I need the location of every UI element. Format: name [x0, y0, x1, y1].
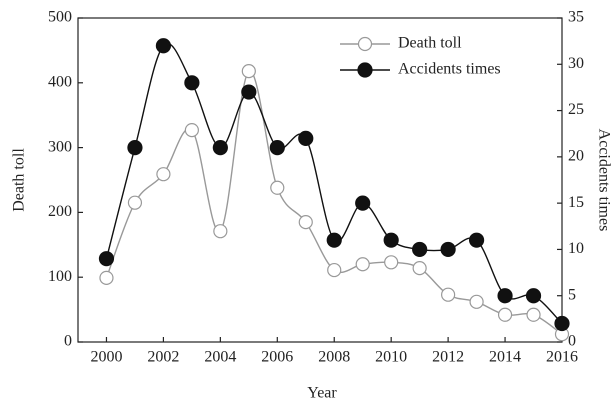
- y2-tick-label: 5: [568, 286, 576, 303]
- y-tick-label: 500: [48, 9, 72, 26]
- y2-tick-label: 30: [568, 55, 584, 72]
- legend-marker: [357, 62, 373, 78]
- point: [554, 315, 570, 332]
- point: [212, 140, 228, 156]
- point: [441, 287, 456, 302]
- point: [383, 232, 399, 248]
- point: [213, 224, 228, 239]
- x-tick-label: 2004: [204, 349, 236, 366]
- legend-marker: [357, 36, 373, 52]
- point: [298, 130, 314, 146]
- y2-tick-label: 35: [568, 9, 584, 26]
- point: [184, 123, 199, 138]
- point: [497, 307, 513, 322]
- point: [526, 307, 541, 322]
- point: [269, 140, 285, 156]
- y-tick-label: 0: [64, 333, 72, 350]
- y2-tick-label: 15: [568, 194, 584, 211]
- point: [184, 75, 200, 91]
- y2-axis-label: Accidents times: [595, 129, 612, 232]
- x-axis-label: Year: [307, 385, 337, 402]
- point: [412, 261, 427, 276]
- y-axis-label: Death toll: [11, 148, 28, 212]
- x-tick-label: 2000: [90, 349, 122, 366]
- point: [98, 251, 115, 267]
- x-tick-label: 2012: [432, 349, 464, 366]
- y-tick-label: 400: [48, 73, 72, 90]
- x-tick-label: 2016: [546, 349, 578, 366]
- point: [412, 241, 428, 258]
- y-tick-label: 200: [48, 203, 72, 220]
- y-tick-label: 100: [48, 268, 72, 285]
- legend-label: Accidents times: [398, 61, 501, 78]
- point: [327, 262, 342, 278]
- series-line: [105, 42, 563, 324]
- point: [241, 64, 256, 79]
- point: [355, 257, 370, 272]
- y2-tick-label: 20: [568, 148, 584, 165]
- point: [155, 38, 172, 54]
- point: [326, 232, 342, 248]
- y2-tick-label: 25: [568, 101, 584, 118]
- x-tick-label: 2002: [147, 349, 179, 366]
- point: [99, 270, 114, 285]
- point: [127, 140, 143, 156]
- y-tick-label: 300: [48, 138, 72, 155]
- point: [298, 215, 313, 230]
- point: [241, 84, 257, 100]
- point: [156, 167, 171, 182]
- legend-label: Death toll: [398, 35, 462, 52]
- point: [469, 294, 484, 309]
- plot-frame: [77, 17, 563, 343]
- x-tick-label: 2014: [489, 349, 521, 366]
- point: [270, 180, 285, 195]
- x-tick-label: 2010: [375, 349, 407, 366]
- y2-tick-label: 0: [568, 333, 576, 350]
- point: [127, 195, 143, 210]
- point: [525, 288, 542, 304]
- point: [497, 288, 513, 304]
- point: [384, 255, 399, 270]
- point: [355, 195, 371, 211]
- series-line: [105, 70, 563, 335]
- x-tick-label: 2008: [318, 349, 350, 366]
- point: [440, 241, 456, 258]
- x-tick-label: 2006: [261, 349, 293, 366]
- y2-tick-label: 10: [568, 240, 584, 257]
- point: [468, 232, 485, 248]
